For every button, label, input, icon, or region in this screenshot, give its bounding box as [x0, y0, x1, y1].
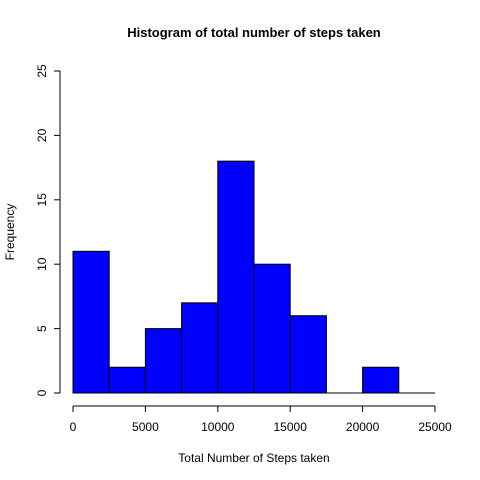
histogram-bar — [144, 328, 183, 394]
x-axis-label: Total Number of Steps taken — [178, 451, 329, 465]
y-tick-label: 10 — [35, 257, 49, 271]
x-tick-label: 25000 — [418, 420, 452, 434]
x-tick-label: 0 — [70, 420, 77, 434]
x-tick-label: 20000 — [346, 420, 380, 434]
histogram-bar — [289, 315, 327, 394]
y-axis: 0 5 10 15 20 25 — [35, 64, 61, 396]
histogram-bar — [181, 302, 219, 394]
histogram-bar — [362, 366, 400, 394]
histogram-bar — [72, 250, 110, 394]
x-tick-label: 5000 — [132, 420, 159, 434]
x-tick-label: 10000 — [201, 420, 235, 434]
histogram-bar — [108, 366, 146, 394]
y-tick-label: 20 — [35, 128, 49, 142]
x-tick-label: 15000 — [274, 420, 308, 434]
chart-title: Histogram of total number of steps taken — [127, 25, 381, 40]
histogram-bar — [217, 160, 255, 394]
histogram-bar — [253, 263, 291, 394]
y-tick-label: 15 — [35, 193, 49, 207]
y-axis-label: Frequency — [3, 204, 17, 261]
bars-group — [72, 160, 435, 394]
y-tick-label: 5 — [35, 325, 49, 332]
y-tick-label: 25 — [35, 64, 49, 78]
y-tick-label: 0 — [35, 389, 49, 396]
x-axis: 0 5000 10000 15000 20000 25000 — [70, 405, 452, 434]
